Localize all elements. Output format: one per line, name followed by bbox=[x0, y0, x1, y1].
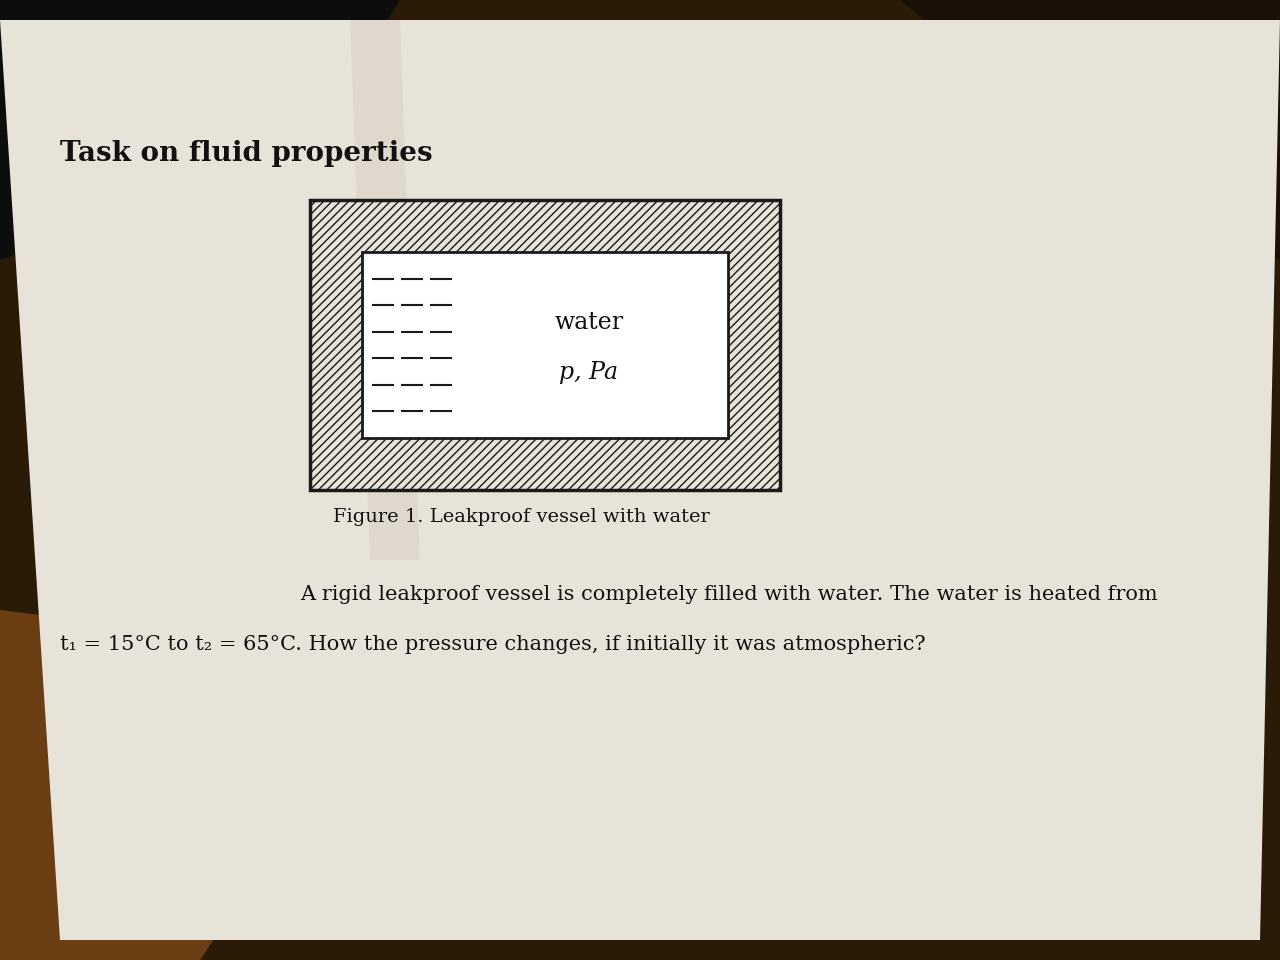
Bar bbox=[362, 252, 728, 438]
Polygon shape bbox=[0, 610, 399, 960]
Polygon shape bbox=[0, 20, 1280, 940]
Text: A rigid leakproof vessel is completely filled with water. The water is heated fr: A rigid leakproof vessel is completely f… bbox=[300, 585, 1157, 604]
Bar bbox=[310, 200, 780, 490]
Text: p, Pa: p, Pa bbox=[559, 361, 618, 384]
Polygon shape bbox=[349, 20, 420, 560]
Polygon shape bbox=[0, 0, 399, 260]
Text: t₁ = 15°C to t₂ = 65°C. How the pressure changes, if initially it was atmospheri: t₁ = 15°C to t₂ = 65°C. How the pressure… bbox=[60, 635, 925, 654]
Text: water: water bbox=[554, 311, 623, 334]
Text: Figure 1. Leakproof vessel with water: Figure 1. Leakproof vessel with water bbox=[333, 508, 710, 526]
Polygon shape bbox=[900, 0, 1280, 260]
Text: Task on fluid properties: Task on fluid properties bbox=[60, 140, 433, 167]
